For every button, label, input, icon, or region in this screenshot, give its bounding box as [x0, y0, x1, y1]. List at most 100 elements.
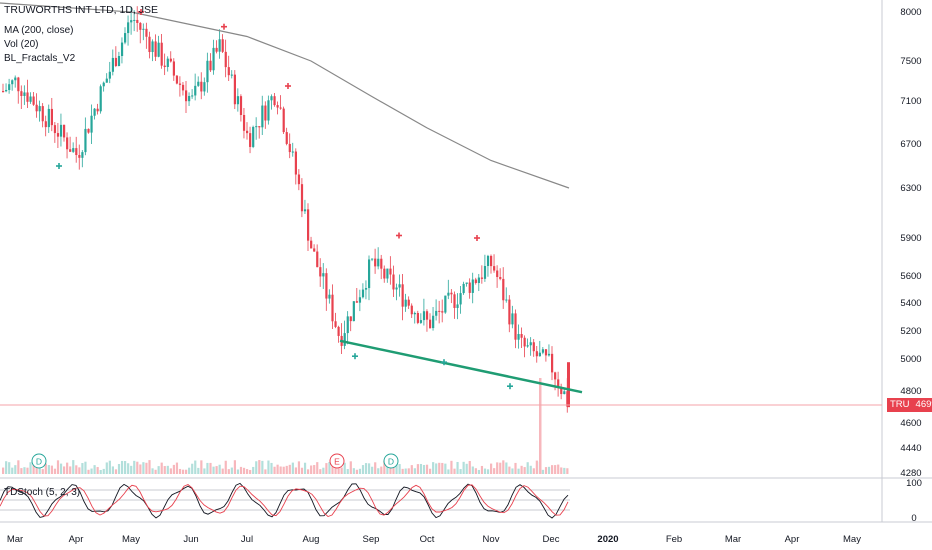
volume-bar: [483, 468, 487, 474]
volume-bar: [425, 464, 429, 474]
volume-bar: [233, 460, 236, 474]
event-marker[interactable]: D: [31, 453, 47, 469]
volume-bar: [377, 468, 380, 474]
volume-bar: [493, 468, 496, 474]
candle-body: [328, 294, 331, 299]
volume-bar: [117, 463, 121, 474]
legend-stoch[interactable]: TDStoch (5, 2, 3): [4, 487, 81, 498]
event-marker[interactable]: E: [329, 453, 345, 469]
candle-body: [59, 124, 63, 137]
volume-bar: [508, 466, 511, 474]
candle-body: [322, 273, 325, 277]
candle-body: [133, 19, 136, 21]
candle-body: [197, 81, 200, 86]
candle-body: [450, 292, 453, 295]
volume-bar: [41, 469, 44, 474]
price-tick-label: 5400: [900, 298, 921, 309]
volume-bar: [169, 468, 172, 474]
candle-body: [35, 104, 38, 112]
candle-body: [438, 310, 441, 312]
candle-body: [142, 28, 145, 30]
legend-fractals[interactable]: BL_Fractals_V2: [4, 53, 76, 64]
volume-bar: [239, 466, 243, 474]
candle-body: [560, 387, 563, 395]
volume-bar: [499, 462, 502, 474]
volume-bar: [200, 460, 203, 474]
event-marker[interactable]: D: [383, 453, 399, 469]
candle-body: [364, 288, 368, 290]
price-tick-label: 5200: [900, 326, 921, 337]
volume-bar: [102, 468, 105, 474]
volume-bar: [322, 467, 325, 474]
candle-body: [188, 95, 191, 102]
fractal-marker-up: [138, 9, 144, 15]
price-tick-label: 4280: [900, 468, 921, 479]
volume-bar: [185, 469, 188, 474]
price-tick-label: 7500: [900, 56, 921, 67]
candle-body: [285, 132, 288, 144]
volume-bar: [124, 461, 127, 474]
volume-bar: [72, 460, 75, 474]
fractal-marker-down: [56, 163, 62, 169]
candle-body: [554, 372, 557, 380]
volume-bar: [276, 464, 279, 474]
volume-bar: [29, 462, 32, 474]
price-tick-label: 4600: [900, 418, 921, 429]
volume-bar: [544, 467, 548, 474]
volume-bar: [465, 463, 468, 474]
volume-bar: [438, 462, 441, 474]
volume-bar: [32, 460, 35, 474]
candle-body: [441, 311, 444, 313]
candle-body: [246, 130, 249, 134]
event-marker-label: D: [36, 457, 42, 467]
volume-bar: [340, 467, 343, 474]
fractal-marker-up: [221, 23, 227, 30]
volume-bar: [139, 464, 142, 474]
volume-bar: [416, 464, 419, 474]
volume-bar: [75, 465, 78, 474]
event-marker-label: E: [334, 457, 340, 467]
candle-body: [297, 174, 301, 185]
candle-body: [541, 349, 545, 353]
trendline[interactable]: [339, 339, 583, 394]
price-tick-label: 5900: [900, 233, 921, 244]
volume-bar: [249, 469, 252, 474]
volume-bar: [59, 463, 63, 474]
volume-bar: [566, 468, 569, 474]
time-tick-label: Nov: [483, 534, 500, 545]
candle-body: [398, 284, 401, 288]
fractal-marker-up: [474, 235, 480, 241]
candle-body: [407, 299, 410, 306]
candle-body: [261, 105, 264, 128]
legend-volume[interactable]: Vol (20): [4, 39, 39, 50]
volume-bar: [108, 460, 111, 474]
candle-body: [486, 255, 490, 267]
volume-bar: [90, 468, 93, 474]
candle-body: [404, 299, 407, 307]
candle-body: [538, 352, 541, 357]
candle-body: [145, 28, 148, 37]
candle-body: [206, 60, 209, 83]
volume-bar: [160, 462, 163, 474]
volume-bar: [127, 463, 130, 474]
legend-ma[interactable]: MA (200, close): [4, 25, 74, 36]
candle-body: [221, 39, 224, 52]
candle-body: [69, 149, 72, 152]
price-tick-label: 5000: [900, 354, 921, 365]
volume-spike: [539, 378, 542, 474]
candle-body: [120, 42, 124, 57]
volume-bar: [270, 462, 273, 474]
candle-body: [53, 125, 57, 134]
candle-body: [377, 258, 380, 267]
candle-body: [169, 58, 172, 62]
candle-body: [200, 81, 203, 92]
price-tick-label: 5600: [900, 271, 921, 282]
candle-body: [276, 105, 279, 108]
volume-bar: [5, 461, 8, 474]
volume-bar: [514, 462, 517, 474]
candle-body: [425, 311, 429, 320]
volume-bar: [468, 460, 471, 474]
volume-bar: [297, 461, 301, 474]
volume-bar: [35, 467, 38, 474]
